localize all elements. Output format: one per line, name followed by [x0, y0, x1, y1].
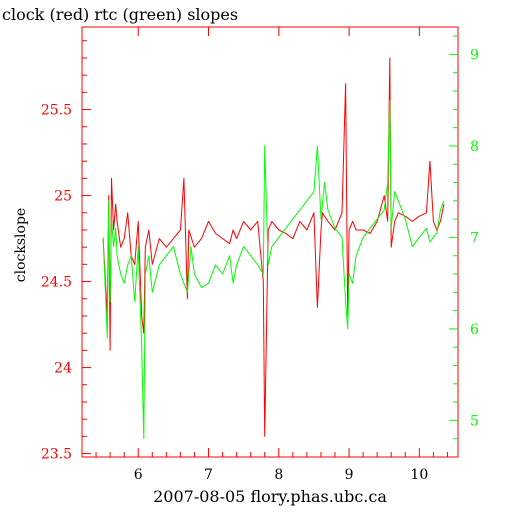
- y-right-tick-label: 9: [470, 47, 479, 63]
- y-left-tick-label: 25: [54, 189, 72, 205]
- x-tick-label: 9: [345, 467, 354, 483]
- y-left-tick-label: 24: [54, 361, 72, 377]
- x-tick-label: 6: [134, 467, 143, 483]
- y-axis-label: clockslope: [13, 208, 29, 282]
- y-left-tick-label: 25.5: [41, 103, 72, 119]
- y-left-tick-label: 24.5: [41, 275, 72, 291]
- y-right-tick-label: 6: [470, 322, 479, 338]
- y-right-tick-label: 5: [470, 413, 479, 429]
- y-right-tick-label: 8: [470, 139, 479, 155]
- x-tick-label: 7: [204, 467, 213, 483]
- x-tick-label: 10: [410, 467, 428, 483]
- y-left-tick-label: 23.5: [41, 447, 72, 463]
- y-right-tick-label: 7: [470, 230, 479, 246]
- x-axis-label: 2007-08-05 flory.phas.ubc.ca: [153, 487, 387, 506]
- x-tick-label: 8: [274, 467, 283, 483]
- chart-title: clock (red) rtc (green) slopes: [2, 5, 238, 24]
